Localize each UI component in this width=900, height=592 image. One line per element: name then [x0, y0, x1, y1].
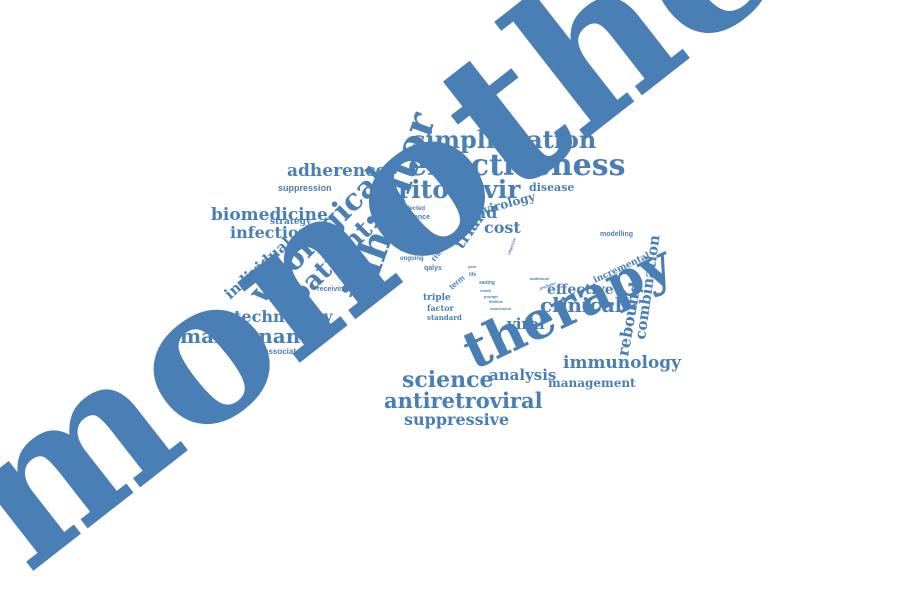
word-load: load: [459, 203, 497, 222]
word-qalys: qalys: [424, 265, 442, 272]
word-predictor: predictor: [539, 280, 557, 291]
word-analysis: analysis: [489, 366, 556, 384]
word-management: management: [548, 376, 636, 390]
word-clinical: clinical: [540, 293, 623, 317]
word-positive: positive: [400, 246, 416, 251]
word-effectiveness: effectiveness: [408, 148, 626, 183]
word-cost: cost: [484, 218, 521, 237]
word-antiretroviral: antiretroviral: [384, 388, 543, 413]
word-saving: saving: [479, 280, 495, 286]
word-technology: technology: [234, 307, 333, 326]
word-infected: infected: [402, 206, 425, 212]
word-additional: additional: [530, 276, 549, 281]
word-infectious: infectious: [230, 223, 319, 242]
word-factor: factor: [427, 303, 455, 313]
word-disease: disease: [529, 181, 574, 194]
word-triple: triple: [423, 293, 451, 303]
word-associated: associated: [264, 347, 305, 356]
word-objective: objective: [506, 237, 517, 256]
word-suppression: suppression: [278, 183, 332, 193]
word-ongoing: ongoing: [400, 256, 424, 262]
word-standard: standard: [427, 313, 462, 322]
word-effective: effective: [547, 282, 614, 298]
word-life: life: [469, 272, 476, 278]
word-year: year: [468, 264, 477, 269]
word-viral: viral: [506, 315, 545, 333]
word-adherence: adherence: [287, 161, 387, 181]
word-strategy: strategy: [270, 217, 312, 227]
word-simplification: simplification: [412, 125, 596, 154]
word-conclusion: conclusion: [490, 306, 512, 311]
word-prompt: prompt: [484, 294, 498, 299]
word-evidence: evidence: [400, 214, 430, 221]
word-ritonavir: ritonavir: [398, 175, 521, 204]
word-biomedicine: biomedicine: [211, 205, 328, 225]
word-lifetime: lifetime: [489, 299, 504, 304]
word-maintenance: maintenance: [180, 324, 325, 348]
word-suppressive: suppressive: [404, 410, 509, 429]
word-immunology: immunology: [563, 353, 682, 373]
word-modelling: modelling: [600, 231, 633, 238]
word-receiving: receiving: [317, 286, 348, 293]
word-result: result: [480, 288, 492, 293]
word-science: science: [402, 367, 494, 393]
